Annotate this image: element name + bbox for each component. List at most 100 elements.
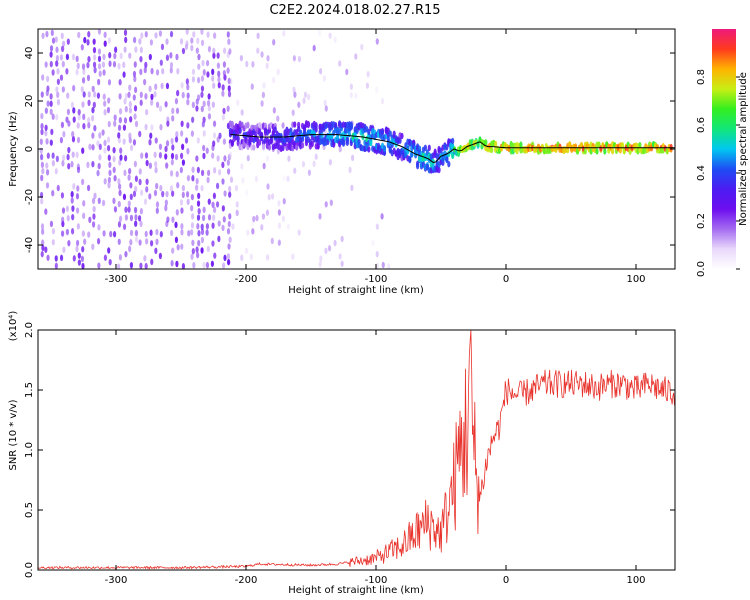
heatmap-cell xyxy=(86,74,91,82)
heatmap-cell xyxy=(165,162,169,169)
heatmap-cell xyxy=(154,247,158,255)
heatmap-cell xyxy=(166,120,170,127)
colorbar-tick-label: 0.2 xyxy=(696,213,707,229)
heatmap-cell xyxy=(170,229,174,237)
heatmap-cell xyxy=(216,52,220,59)
heatmap-cell xyxy=(93,66,97,74)
heatmap-cell xyxy=(55,46,59,53)
heatmap-cell xyxy=(222,262,226,269)
heatmap-cell xyxy=(149,132,153,139)
heatmap-cell xyxy=(96,92,101,99)
heatmap-cell xyxy=(201,214,206,222)
heatmap-cell xyxy=(51,189,55,197)
heatmap-cell xyxy=(140,32,144,39)
heatmap-cell xyxy=(190,229,194,236)
colorbar-tick-label: 0.0 xyxy=(696,261,707,277)
heatmap-cell xyxy=(230,120,234,128)
heatmap-cell xyxy=(106,144,111,152)
heatmap-cell xyxy=(371,239,375,247)
heatmap-cell xyxy=(350,154,355,162)
heatmap-cell xyxy=(41,239,45,246)
heatmap-cell xyxy=(266,55,270,62)
heatmap-cell xyxy=(80,255,84,263)
heatmap-cell xyxy=(319,255,323,262)
y-tick-label: 1.0 xyxy=(24,442,35,458)
heatmap-cell xyxy=(319,68,323,75)
heatmap-cell xyxy=(77,113,81,121)
heatmap-cell xyxy=(171,247,175,254)
heatmap-cell xyxy=(367,128,371,136)
heatmap-cell xyxy=(334,122,338,129)
heatmap-cell xyxy=(91,144,95,151)
heatmap-cell xyxy=(185,78,189,85)
heatmap-cell xyxy=(206,176,210,184)
heatmap-cell xyxy=(39,138,43,145)
heatmap-cell xyxy=(103,40,107,47)
heatmap-cell xyxy=(91,221,96,228)
heatmap-cell xyxy=(82,122,86,130)
heatmap-cell xyxy=(45,30,49,38)
heatmap-cell xyxy=(282,175,286,182)
heatmap-cell xyxy=(40,128,44,136)
heatmap-cell xyxy=(200,75,205,82)
heatmap-cell xyxy=(92,46,97,54)
heatmap-cell xyxy=(55,114,59,121)
heatmap-cell xyxy=(107,120,111,128)
heatmap-cell xyxy=(272,76,276,84)
heatmap-cell xyxy=(195,98,199,105)
heatmap-cell xyxy=(200,247,204,254)
heatmap-cell xyxy=(72,255,76,262)
heatmap-cell xyxy=(195,184,199,191)
heatmap-cell xyxy=(200,91,204,98)
heatmap-cell xyxy=(215,182,220,190)
heatmap-cell xyxy=(61,216,65,224)
heatmap-cell xyxy=(158,105,163,112)
heatmap-cell xyxy=(212,52,216,59)
heatmap-cell xyxy=(75,193,80,200)
heatmap-cell xyxy=(144,31,148,38)
heatmap-cell xyxy=(196,251,200,259)
heatmap-cell xyxy=(70,161,74,168)
heatmap-cell xyxy=(241,177,245,184)
heatmap-cell xyxy=(207,113,212,120)
heatmap-cell xyxy=(138,168,142,175)
heatmap-cell xyxy=(122,138,126,145)
heatmap-cell xyxy=(145,186,149,193)
heatmap-cell xyxy=(128,245,132,253)
heatmap-cell xyxy=(187,230,191,237)
heatmap-cell xyxy=(117,263,121,270)
heatmap-cell xyxy=(80,86,84,93)
heatmap-cell xyxy=(154,161,158,168)
heatmap-cell xyxy=(59,254,64,262)
heatmap-cell xyxy=(329,199,333,206)
heatmap-cell xyxy=(380,213,384,220)
heatmap-cell xyxy=(380,129,385,136)
heatmap-cell xyxy=(97,262,101,269)
heatmap-cell xyxy=(129,229,134,237)
heatmap-cell xyxy=(333,36,337,43)
heatmap-cell xyxy=(81,246,85,253)
heatmap-cell xyxy=(59,74,64,81)
heatmap-cell xyxy=(129,239,133,246)
heatmap-cell xyxy=(206,169,211,177)
heatmap-cell xyxy=(184,137,189,144)
heatmap-cell xyxy=(324,247,328,255)
heatmap-cell xyxy=(293,167,297,174)
heatmap-cell xyxy=(169,30,174,38)
heatmap-cell xyxy=(145,108,149,116)
heatmap-cell xyxy=(286,223,290,230)
heatmap-cell xyxy=(217,76,221,83)
heatmap-cell xyxy=(211,68,215,76)
heatmap-cell xyxy=(270,193,275,200)
heatmap-cell xyxy=(56,91,60,99)
heatmap-cell xyxy=(98,70,102,77)
heatmap-cell xyxy=(181,91,185,99)
heatmap-cell xyxy=(375,262,379,269)
heatmap-cell xyxy=(155,238,159,246)
heatmap-cell xyxy=(45,182,50,189)
heatmap-cell xyxy=(40,198,44,205)
snr-x-ticks: -300 -200 -100 0 100 0.0 0.5 1.0 1.5 2.0 xyxy=(24,322,675,586)
heatmap-cell xyxy=(108,258,112,266)
heatmap-cell xyxy=(82,200,86,207)
heatmap-cell xyxy=(277,200,281,207)
